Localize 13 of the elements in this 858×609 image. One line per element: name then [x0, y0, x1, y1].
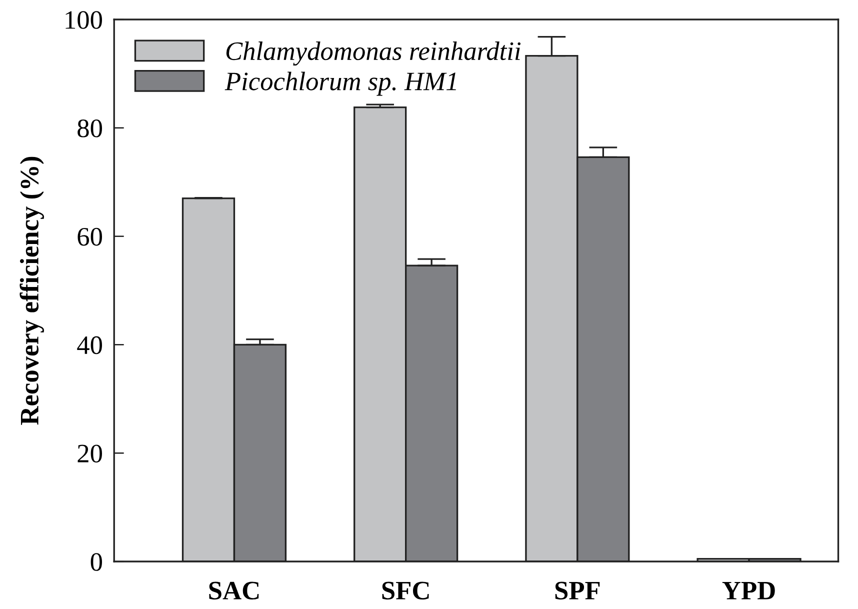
y-axis-title: Recovery efficiency (%)	[20, 156, 44, 425]
x-tick-label: SFC	[382, 582, 429, 600]
y-tick-label: 40	[77, 336, 102, 354]
y-tick-label: 20	[78, 444, 102, 463]
x-tick-label: SPF	[555, 582, 600, 600]
legend-label: Chlamydomonas reinhardtii	[226, 42, 521, 66]
y-tick-label: 100	[66, 11, 102, 29]
x-tick-label: YPD	[722, 582, 775, 600]
y-tick-label: 80	[78, 119, 102, 138]
y-tick-label: 0	[90, 553, 102, 571]
legend-label: Picochlorum sp. HM1	[224, 72, 456, 96]
x-tick-label: SAC	[209, 582, 259, 600]
y-tick-label: 60	[78, 228, 102, 246]
